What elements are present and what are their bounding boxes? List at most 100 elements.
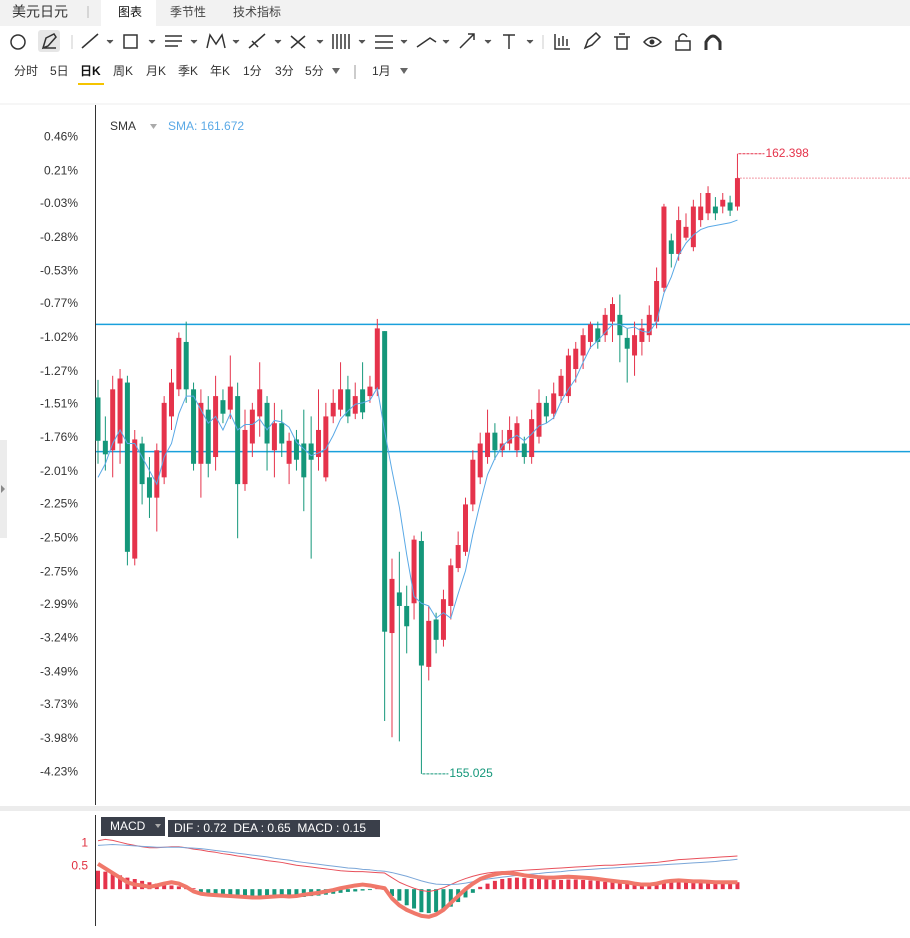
tool-icon[interactable] (290, 35, 306, 49)
y-tick-label: -0.53% (40, 264, 78, 278)
candle-body (360, 389, 366, 413)
candle-body (668, 240, 674, 254)
tab[interactable]: 图表 (118, 5, 142, 19)
tool-icon[interactable] (416, 37, 437, 48)
candle-body (301, 443, 307, 478)
tool-icon[interactable] (165, 35, 182, 47)
histogram-bar (507, 878, 512, 890)
tool-icon[interactable] (704, 34, 722, 50)
tool-icon[interactable] (642, 36, 663, 48)
period[interactable]: 分时 (14, 64, 38, 78)
y-tick-label: -3.73% (40, 697, 78, 711)
tool-icon[interactable] (675, 33, 691, 51)
range-select[interactable]: 1月 (372, 64, 391, 78)
histogram-bar (279, 889, 284, 897)
candle-body (205, 409, 211, 464)
histogram-bar (103, 871, 108, 890)
tool-icon[interactable] (554, 34, 570, 50)
histogram-bar (654, 883, 659, 890)
histogram-bar (360, 889, 365, 891)
tool-icon[interactable] (81, 33, 99, 49)
dropdown-caret[interactable] (155, 824, 161, 828)
tab[interactable]: 技术指标 (233, 4, 281, 19)
candle-body (463, 504, 468, 552)
histogram-bar (610, 882, 615, 890)
histogram-bar (581, 879, 586, 890)
candle-body (264, 402, 270, 444)
candle-body (602, 314, 608, 336)
tool-icon[interactable] (123, 34, 138, 49)
tab[interactable]: 季节性 (170, 5, 206, 19)
period[interactable]: 周K (113, 64, 133, 78)
tool-icon[interactable] (614, 33, 630, 50)
histogram-bar (118, 875, 123, 890)
candle-body (727, 202, 733, 211)
histogram-bar (617, 883, 622, 890)
candle-body (367, 386, 373, 397)
candle-body (646, 314, 652, 336)
y-tick-label: -4.23% (40, 765, 78, 779)
candle-body (154, 450, 160, 498)
candle-body (455, 545, 461, 569)
candle-body (323, 416, 329, 478)
y-tick-label: -0.03% (40, 196, 78, 210)
candle-body (705, 193, 711, 214)
tool-icon[interactable] (248, 33, 266, 49)
y-tick-label: -1.51% (40, 396, 78, 410)
indicator-button[interactable] (101, 817, 165, 836)
period[interactable]: 月K (146, 64, 166, 78)
y-tick-label: -1.02% (40, 330, 78, 344)
histogram-bar (287, 889, 292, 898)
tool-icon[interactable] (459, 33, 475, 49)
histogram-bar (235, 889, 240, 897)
histogram-bar (265, 889, 270, 897)
period[interactable]: 3分 (275, 64, 294, 78)
active-underline (78, 83, 104, 85)
histogram-bar (735, 882, 740, 890)
candle-body (632, 335, 638, 356)
tool-icon[interactable] (583, 31, 602, 50)
candle-body (610, 304, 615, 322)
candle-body (389, 578, 395, 634)
tool-icon[interactable] (375, 35, 393, 49)
histogram-bar (537, 879, 541, 890)
histogram-bar (257, 889, 262, 898)
candle-body (661, 206, 667, 288)
histogram-bar (706, 882, 711, 890)
tool-icon[interactable] (649, 39, 655, 45)
histogram-bar (573, 879, 578, 890)
max-label: 162.398 (765, 146, 809, 160)
candle-body (220, 400, 226, 414)
candle-body (286, 440, 292, 464)
dropdown-caret[interactable] (150, 124, 157, 129)
candle-body (587, 324, 593, 342)
period[interactable]: 5分 (305, 64, 324, 78)
symbol[interactable]: 美元日元 (12, 4, 68, 20)
candle-body (507, 429, 513, 444)
period[interactable]: 年K (210, 64, 230, 78)
period[interactable]: 5日 (50, 64, 69, 78)
candle-body (176, 337, 182, 390)
y-tick-label: -3.98% (40, 731, 78, 745)
period[interactable]: 日K (80, 64, 101, 78)
tool-icon[interactable] (41, 33, 57, 50)
tool-icon[interactable] (503, 34, 515, 49)
histogram-bar (500, 879, 505, 890)
indicator-name[interactable]: SMA (110, 119, 136, 133)
histogram-bar (243, 889, 247, 897)
candle-body (654, 281, 660, 322)
histogram-bar (220, 889, 225, 897)
tool-icon[interactable] (206, 33, 226, 49)
candle-body (242, 429, 248, 485)
indicator-name[interactable]: MACD (110, 819, 146, 833)
dropdown-caret[interactable] (332, 68, 408, 74)
period[interactable]: 1分 (243, 64, 262, 78)
dropdown-caret (106, 39, 534, 44)
y-tick-label: -1.27% (40, 364, 78, 378)
histogram-bar (691, 882, 696, 890)
candle-body (227, 386, 233, 410)
period[interactable]: 季K (178, 64, 198, 78)
tool-icon[interactable] (332, 34, 350, 49)
tool-icon[interactable] (10, 34, 26, 50)
